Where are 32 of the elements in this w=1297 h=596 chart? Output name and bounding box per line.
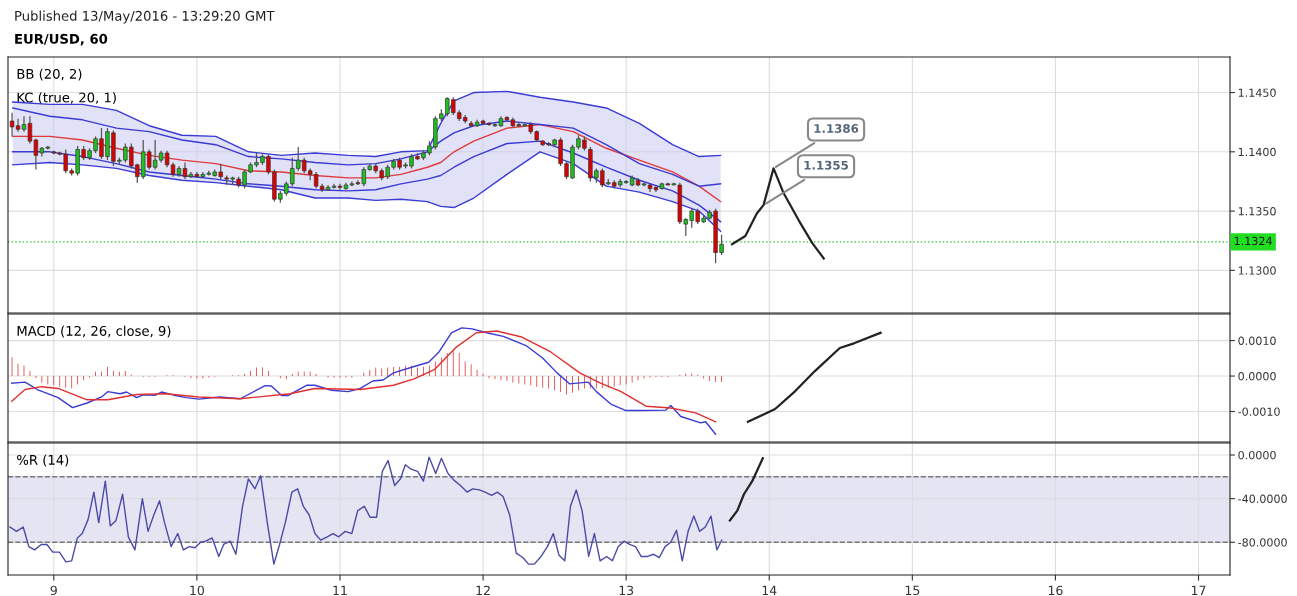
- line-series: [12, 123, 722, 203]
- x-tick-label: 10: [190, 585, 204, 596]
- x-tick-label: 16: [1048, 585, 1063, 596]
- y-tick-label: 0.0010: [1238, 336, 1276, 345]
- ref-line-label: 1.1324: [1234, 236, 1272, 246]
- line-series: [746, 331, 882, 423]
- x-tick-label: 15: [905, 585, 920, 596]
- x-tick-label: 13: [619, 585, 634, 596]
- x-tick-label: 9: [50, 585, 57, 596]
- y-tick-label: -80.0000: [1238, 538, 1287, 547]
- annotation: 1.1355: [804, 160, 848, 170]
- y-tick-label: 0.0000: [1238, 372, 1276, 381]
- y-tick-label: -0.0010: [1238, 407, 1280, 416]
- y-tick-label: 0.0000: [1238, 450, 1276, 460]
- annotation: BB (20, 2): [17, 68, 82, 81]
- chart-title: Published 13/May/2016 - 13:29:20 GMT: [15, 10, 275, 24]
- text: %R (14): [17, 454, 69, 467]
- x-tick-label: 11: [333, 585, 347, 595]
- x-tick-label: 17: [1191, 585, 1206, 595]
- x-tick-label: 12: [476, 585, 490, 595]
- y-tick-label: 1.1400: [1238, 147, 1276, 157]
- y-tick-label: 1.1300: [1238, 266, 1276, 275]
- y-tick-label: -40.0000: [1238, 494, 1287, 504]
- text: MACD (12, 26, close, 9): [17, 325, 171, 338]
- chart-subtitle: EUR/USD, 60: [15, 33, 108, 46]
- y-tick-label: 1.1450: [1238, 88, 1276, 97]
- y-tick-label: 1.1350: [1238, 207, 1276, 216]
- annotation: KC (true, 20, 1): [17, 92, 116, 105]
- line-series: [728, 457, 764, 522]
- x-tick-label: 14: [762, 585, 777, 595]
- annotation: 1.1386: [814, 124, 859, 133]
- line-series: [9, 456, 723, 565]
